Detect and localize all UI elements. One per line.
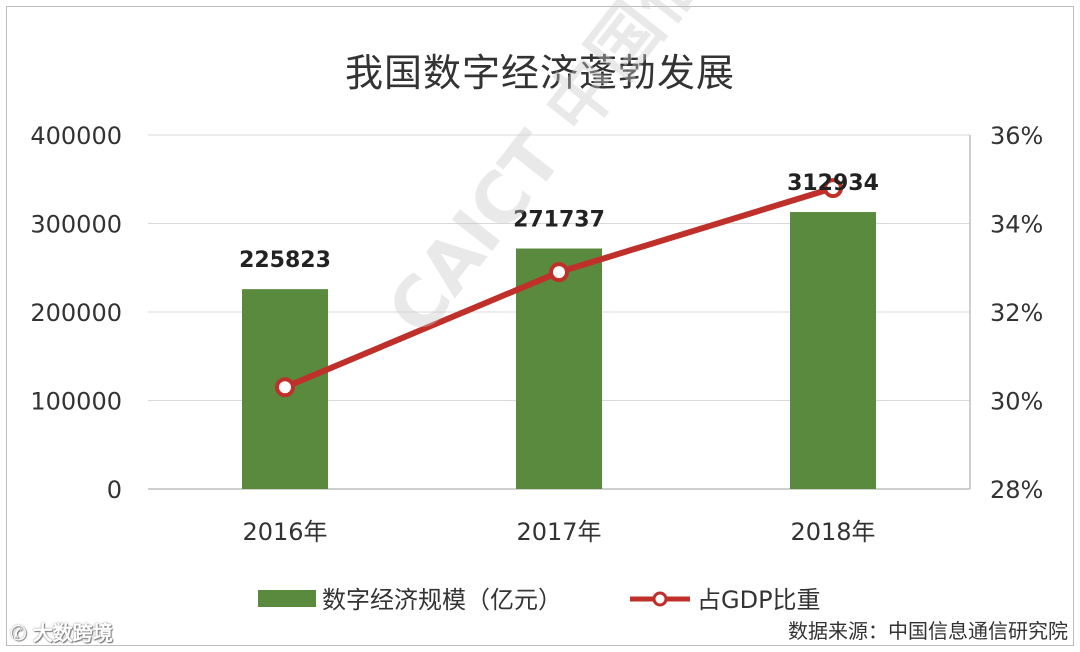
right-tick-label: 36% — [990, 122, 1043, 150]
left-tick-label: 300000 — [30, 211, 122, 239]
right-tick-label: 30% — [990, 388, 1043, 416]
line-point — [823, 178, 843, 199]
left-tick-label: 400000 — [30, 122, 122, 150]
bar-layer — [242, 212, 876, 489]
bar-data-label: 312934 — [787, 171, 879, 196]
bar — [516, 248, 602, 489]
chart-title: 我国数字经济蓬勃发展 — [344, 51, 735, 95]
bar — [790, 212, 876, 489]
right-tick-label: 34% — [990, 211, 1043, 239]
brand-text: 大数跨境 — [32, 621, 113, 645]
legend-layer: 数字经济规模（亿元） 占GDP比重 — [258, 586, 821, 614]
legend-line-label: 占GDP比重 — [697, 586, 821, 614]
left-tick-label: 200000 — [30, 299, 122, 327]
right-tick-label: 32% — [990, 299, 1043, 327]
x-tick-label: 2016年 — [242, 518, 327, 546]
source-note: 数据来源：中国信息通信研究院 — [788, 619, 1068, 643]
x-tick-label: 2017年 — [516, 518, 601, 546]
label-layer: 225823 271737 312934 — [239, 171, 879, 273]
legend-line-marker — [652, 591, 668, 607]
left-tick-label: 100000 — [30, 388, 122, 416]
line-point — [275, 377, 295, 398]
right-tick-label: 28% — [990, 476, 1043, 504]
x-tick-label: 2018年 — [790, 518, 875, 546]
legend-bar-label: 数字经济规模（亿元） — [322, 586, 562, 614]
left-tick-label: 0 — [107, 476, 122, 504]
brand-logo: ✆ 大数跨境 — [10, 617, 113, 646]
line-layer — [275, 178, 843, 398]
legend-bar-swatch — [258, 590, 316, 607]
bar-data-label: 225823 — [239, 248, 331, 273]
line-point — [549, 262, 569, 283]
brand-icon: ✆ — [10, 621, 27, 645]
bar-data-label: 271737 — [513, 208, 605, 233]
